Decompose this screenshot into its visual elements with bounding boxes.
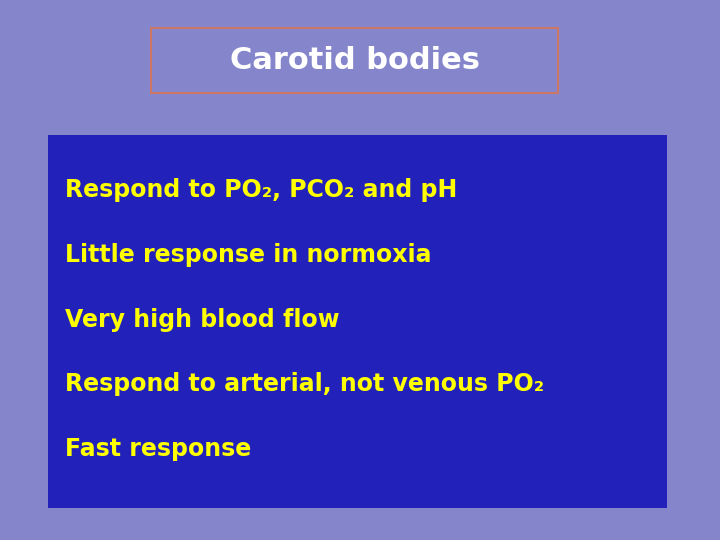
Text: Fast response: Fast response [65, 437, 251, 461]
FancyBboxPatch shape [151, 28, 558, 93]
FancyBboxPatch shape [48, 135, 667, 508]
Text: Carotid bodies: Carotid bodies [230, 46, 480, 75]
Text: Respond to arterial, not venous PO₂: Respond to arterial, not venous PO₂ [65, 373, 544, 396]
Text: Very high blood flow: Very high blood flow [65, 308, 339, 332]
Text: Respond to PO₂, PCO₂ and pH: Respond to PO₂, PCO₂ and pH [65, 178, 457, 202]
Text: Little response in normoxia: Little response in normoxia [65, 243, 431, 267]
